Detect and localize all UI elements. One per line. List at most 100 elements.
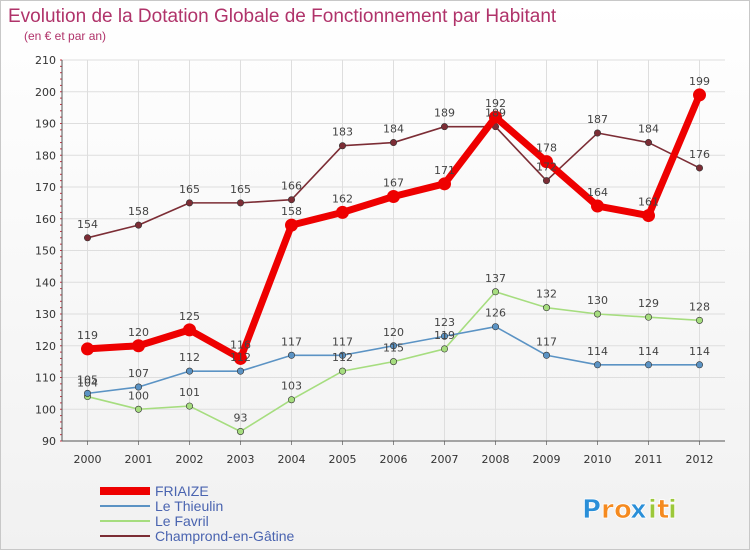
chart-title: Evolution de la Dotation Globale de Fonc… xyxy=(8,6,557,27)
x-tick-label: 2002 xyxy=(176,453,204,466)
legend-label: FRIAIZE xyxy=(155,483,209,499)
data-point xyxy=(84,234,92,242)
y-minor-tick xyxy=(60,97,62,99)
y-minor-tick xyxy=(60,186,62,188)
y-minor-tick xyxy=(60,427,62,429)
data-label: 167 xyxy=(383,177,404,190)
data-point xyxy=(440,123,448,131)
data-label: 112 xyxy=(332,351,353,364)
x-tick-label: 2004 xyxy=(278,453,306,466)
y-minor-tick xyxy=(60,440,62,442)
data-label: 187 xyxy=(587,113,608,126)
data-point xyxy=(491,288,499,296)
y-minor-tick xyxy=(60,250,62,251)
data-label: 166 xyxy=(281,180,302,193)
y-minor-tick xyxy=(60,180,62,182)
y-tick-label: 110 xyxy=(35,372,56,385)
data-label: 117 xyxy=(536,335,557,348)
data-point xyxy=(287,396,295,404)
data-label: 107 xyxy=(128,367,149,380)
data-label: 93 xyxy=(234,411,248,424)
data-label: 119 xyxy=(77,329,98,342)
y-tick-label: 210 xyxy=(35,54,56,67)
y-minor-tick xyxy=(60,408,62,410)
y-tick-label: 90 xyxy=(42,435,56,448)
y-minor-tick xyxy=(60,256,62,258)
x-tick-label: 2008 xyxy=(482,453,510,466)
y-tick-label: 200 xyxy=(35,86,56,99)
legend-label: Le Favril xyxy=(155,513,209,529)
data-point xyxy=(336,205,349,219)
y-minor-tick xyxy=(60,338,62,340)
y-tick-label: 170 xyxy=(35,181,56,194)
logo-letter: r xyxy=(601,495,614,525)
data-label: 165 xyxy=(230,183,251,196)
x-tick-label: 2007 xyxy=(431,453,459,466)
data-label: 116 xyxy=(230,338,251,351)
data-label: 184 xyxy=(383,123,404,136)
data-label: 123 xyxy=(434,316,455,329)
y-minor-tick xyxy=(60,294,62,296)
y-minor-tick xyxy=(60,59,62,61)
logo-letter: o xyxy=(614,495,632,525)
data-point xyxy=(237,199,245,207)
y-minor-tick xyxy=(60,345,62,347)
data-label: 112 xyxy=(179,351,200,364)
data-label: 189 xyxy=(485,107,506,120)
y-minor-tick xyxy=(60,110,62,112)
data-point xyxy=(593,129,601,137)
y-minor-tick xyxy=(60,211,62,213)
data-point xyxy=(489,110,502,124)
data-label: 112 xyxy=(230,351,251,364)
y-minor-tick xyxy=(60,161,62,163)
x-tick-label: 2003 xyxy=(227,453,255,466)
y-minor-tick xyxy=(60,224,62,226)
logo-letter: t xyxy=(657,495,669,525)
data-point xyxy=(440,345,448,353)
data-point xyxy=(186,199,194,207)
y-minor-tick xyxy=(60,326,62,328)
data-point xyxy=(81,342,94,356)
y-tick-label: 180 xyxy=(35,149,56,162)
y-minor-tick xyxy=(60,230,62,232)
data-label: 183 xyxy=(332,126,353,139)
data-label: 130 xyxy=(587,294,608,307)
data-label: 165 xyxy=(179,183,200,196)
data-label: 103 xyxy=(281,380,302,393)
data-label: 184 xyxy=(638,123,659,136)
x-tick-label: 2011 xyxy=(635,453,663,466)
data-point xyxy=(695,361,703,369)
data-point xyxy=(491,323,499,331)
data-label: 115 xyxy=(383,342,404,355)
y-minor-tick xyxy=(60,434,62,436)
data-label: 101 xyxy=(179,386,200,399)
data-point xyxy=(132,339,145,353)
data-label: 128 xyxy=(689,300,710,313)
y-minor-tick xyxy=(60,370,62,372)
logo-letter: P xyxy=(582,495,601,525)
data-point xyxy=(693,88,706,102)
x-tick-label: 2010 xyxy=(584,453,612,466)
x-tick-label: 2001 xyxy=(125,453,153,466)
y-tick-label: 150 xyxy=(35,245,56,258)
y-minor-tick xyxy=(60,377,62,378)
data-point xyxy=(183,323,196,337)
data-label: 114 xyxy=(587,345,608,358)
y-minor-tick xyxy=(60,142,62,144)
y-minor-tick xyxy=(60,129,62,131)
y-minor-tick xyxy=(60,364,62,366)
data-point xyxy=(338,367,346,375)
data-point xyxy=(438,177,451,191)
data-point xyxy=(542,304,550,312)
y-tick-label: 120 xyxy=(35,340,56,353)
y-minor-tick xyxy=(60,313,62,315)
data-label: 192 xyxy=(485,97,506,110)
data-point xyxy=(542,177,550,185)
data-point xyxy=(135,405,143,413)
y-minor-tick xyxy=(60,123,62,124)
data-label: 172 xyxy=(536,161,557,174)
y-tick-label: 100 xyxy=(35,403,56,416)
y-minor-tick xyxy=(60,262,62,264)
